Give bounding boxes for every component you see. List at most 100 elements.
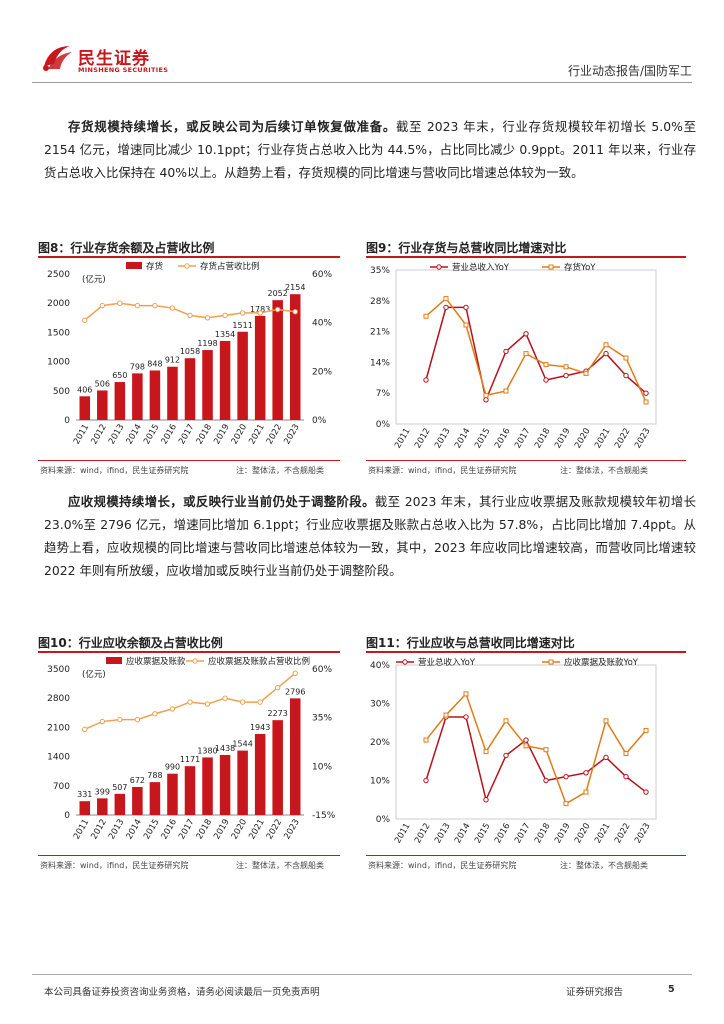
- fig10-title: 图10：行业应收余额及占营收比例: [38, 636, 223, 650]
- x-tick-label: 2013: [107, 818, 126, 842]
- y-left-tick-label: 2500: [47, 270, 70, 280]
- series-point: [463, 322, 469, 328]
- ratio-point: [292, 309, 298, 315]
- x-tick-label: 2022: [613, 822, 632, 846]
- y-right-tick-label: 40%: [312, 319, 332, 329]
- bar-value-label: 1198: [197, 339, 217, 348]
- bar: [132, 786, 143, 815]
- series-point: [643, 727, 649, 733]
- ratio-point: [222, 695, 228, 701]
- x-tick-label: 2015: [473, 427, 492, 451]
- bar: [167, 773, 178, 815]
- y-tick-label: 40%: [370, 661, 390, 671]
- x-tick-label: 2016: [493, 427, 512, 451]
- x-tick-label: 2020: [573, 822, 592, 846]
- fig9-source: 资料来源：wind，ifind，民生证券研究院: [368, 466, 517, 475]
- bar-value-label: 2273: [268, 709, 288, 718]
- bar: [289, 294, 301, 420]
- bar: [254, 733, 266, 815]
- series-point: [643, 789, 649, 795]
- y-tick-label: 0%: [376, 815, 391, 825]
- series-line: [425, 297, 647, 403]
- legend-line-label: 应收票据及账款占营收比例: [208, 656, 310, 667]
- bar-value-label: 1511: [232, 321, 252, 330]
- y-tick-label: 14%: [370, 358, 390, 368]
- bar-value-label: 399: [95, 787, 110, 796]
- series-point: [423, 377, 429, 383]
- series-point: [503, 718, 509, 724]
- fig11-title: 图11：行业应收与总营收同比增速对比: [366, 636, 575, 650]
- bar: [202, 757, 213, 815]
- x-tick-label: 2015: [473, 822, 492, 846]
- fig11-title-rule: [366, 651, 686, 653]
- series-point: [483, 397, 489, 403]
- x-tick-label: 2022: [265, 818, 284, 842]
- bar-value-label: 2154: [285, 283, 305, 292]
- bar-value-label: 990: [165, 763, 180, 772]
- paragraph-inventory: 存货规模持续增长，或反映公司为后续订单恢复做准备。截至 2023 年末，行业存货…: [44, 115, 696, 184]
- y-right-tick-label: -15%: [312, 811, 336, 821]
- page-number: 5: [668, 984, 675, 995]
- y-left-tick-label: 0: [64, 416, 70, 426]
- x-tick-label: 2022: [613, 427, 632, 451]
- legend-line-marker: [548, 264, 554, 270]
- legend-line-marker: [184, 263, 190, 269]
- y-left-tick-label: 2000: [47, 299, 70, 309]
- bar-value-label: 798: [130, 362, 145, 371]
- ratio-point: [257, 310, 263, 316]
- legend-label: 营业总收入YoY: [452, 262, 510, 273]
- series-point: [463, 304, 469, 311]
- ratio-point: [187, 699, 193, 705]
- y-left-tick-label: 1400: [47, 753, 70, 763]
- bar-value-label: 788: [147, 771, 162, 780]
- ratio-point: [187, 312, 193, 319]
- x-tick-label: 2023: [282, 423, 301, 447]
- series-point: [603, 718, 609, 724]
- series-point: [563, 372, 569, 379]
- series-point: [523, 351, 529, 357]
- header-rule: [32, 82, 692, 83]
- bar-value-label: 1544: [232, 740, 252, 749]
- bar: [149, 782, 161, 815]
- paragraph-inventory-lead: 存货规模持续增长，或反映公司为后续订单恢复做准备。: [68, 119, 396, 134]
- y-tick-label: 10%: [370, 777, 390, 787]
- series-line: [425, 716, 647, 803]
- y-left-tick-label: 1500: [47, 328, 70, 338]
- ratio-point: [239, 699, 246, 705]
- legend-line-marker: [436, 264, 442, 270]
- logo-en: MINSHENG SECURITIES: [78, 66, 169, 74]
- legend-label: 存货YoY: [564, 262, 596, 273]
- footer-rule: [32, 974, 692, 975]
- series-point: [543, 377, 549, 383]
- x-tick-label: 2023: [282, 818, 301, 842]
- x-tick-label: 2017: [177, 818, 196, 842]
- x-tick-label: 2013: [433, 822, 452, 846]
- fig10-source: 资料来源：wind，ifind，民生证券研究院: [40, 861, 189, 870]
- ratio-point: [134, 302, 141, 309]
- x-tick-label: 2011: [393, 427, 412, 451]
- x-tick-label: 2019: [553, 822, 572, 846]
- bar: [254, 315, 266, 420]
- y-tick-label: 35%: [370, 266, 390, 276]
- bar: [149, 370, 161, 420]
- legend-line-marker: [192, 658, 198, 664]
- y-left-tick-label: 700: [53, 782, 70, 792]
- series-point: [483, 749, 489, 755]
- y-right-tick-label: 10%: [312, 762, 332, 772]
- x-tick-label: 2014: [125, 818, 144, 842]
- ratio-point: [117, 300, 123, 306]
- logo: 民生证券 MINSHENG SECURITIES: [40, 42, 180, 78]
- series-point: [463, 714, 469, 720]
- ratio-point: [117, 716, 123, 723]
- unit-label: (亿元): [82, 669, 106, 680]
- series-point: [603, 754, 609, 761]
- x-tick-label: 2020: [573, 427, 592, 451]
- legend-bar-label: 存货: [146, 261, 164, 272]
- fig9-bottom-rule: [366, 460, 686, 461]
- bar-value-label: 1354: [215, 330, 235, 339]
- series-point: [623, 751, 629, 757]
- fig8-title: 图8：行业存货余额及占营收比例: [38, 241, 215, 255]
- x-tick-label: 2014: [453, 427, 472, 451]
- series-point: [523, 743, 529, 749]
- y-left-tick-label: 0: [64, 811, 70, 821]
